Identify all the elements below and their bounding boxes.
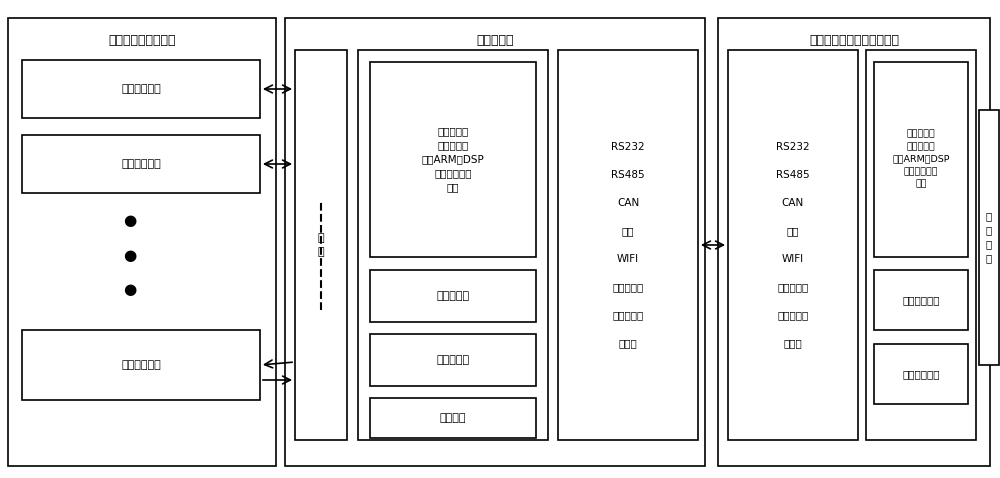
Bar: [22, 60, 260, 118]
Bar: [8, 18, 276, 466]
Text: 电源模块: 电源模块: [440, 413, 466, 423]
Bar: [295, 50, 347, 440]
Text: 程序控制器
（可用单片
机、ARM、DSP
等微控制器实
现）: 程序控制器 （可用单片 机、ARM、DSP 等微控制器实 现）: [422, 126, 484, 192]
Text: ●: ●: [123, 213, 137, 228]
Text: 显
示
模
块: 显 示 模 块: [986, 211, 992, 263]
Text: 程序控制器
（可用单片
机、ARM、DSP
等微控制器实
现）: 程序控制器 （可用单片 机、ARM、DSP 等微控制器实 现）: [892, 130, 950, 188]
Text: 射频电子标签附着物: 射频电子标签附着物: [108, 33, 176, 46]
Text: 射频电子标签: 射频电子标签: [121, 84, 161, 94]
Text: 射频发射器: 射频发射器: [436, 355, 470, 365]
Text: 射频电子标签: 射频电子标签: [121, 360, 161, 370]
Bar: [22, 330, 260, 400]
Bar: [718, 18, 990, 466]
Text: RS232

RS485

CAN

蓝牙

WIFI

等有线或者

无线通讯接

口模块: RS232 RS485 CAN 蓝牙 WIFI 等有线或者 无线通讯接 口模块: [611, 142, 645, 348]
Bar: [22, 135, 260, 193]
Bar: [358, 50, 548, 440]
Text: 天
线: 天 线: [318, 233, 324, 257]
Text: 键盘输入模块: 键盘输入模块: [902, 369, 940, 379]
Text: 射频接收器: 射频接收器: [436, 291, 470, 301]
Bar: [370, 270, 536, 322]
Bar: [979, 110, 999, 365]
Bar: [558, 50, 698, 440]
Text: 射频电子标签: 射频电子标签: [121, 159, 161, 169]
Bar: [370, 62, 536, 257]
Bar: [874, 344, 968, 404]
Text: 射频阅读器: 射频阅读器: [476, 33, 514, 46]
Text: RS232

RS485

CAN

蓝牙

WIFI

等有线或者

无线通讯接

口模块: RS232 RS485 CAN 蓝牙 WIFI 等有线或者 无线通讯接 口模块: [776, 142, 810, 348]
Text: ●: ●: [123, 248, 137, 262]
Bar: [874, 270, 968, 330]
Bar: [728, 50, 858, 440]
Text: 数据存储模块: 数据存储模块: [902, 295, 940, 305]
Text: 数据处理终端（或计算机）: 数据处理终端（或计算机）: [809, 33, 899, 46]
Bar: [285, 18, 705, 466]
Text: ●: ●: [123, 282, 137, 297]
Bar: [370, 334, 536, 386]
Bar: [874, 62, 968, 257]
Bar: [866, 50, 976, 440]
Bar: [370, 398, 536, 438]
